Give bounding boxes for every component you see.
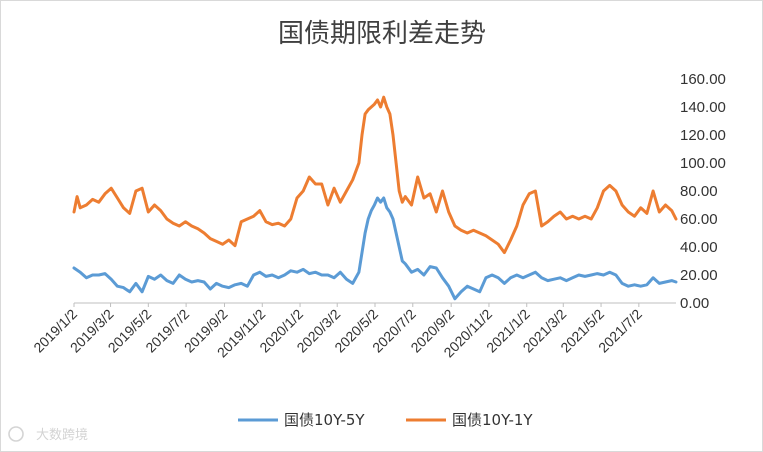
y-tick-label: 140.00 [680, 99, 726, 116]
y-tick-label: 20.00 [680, 267, 718, 284]
series-line-2 [72, 95, 678, 255]
y-tick-label: 80.00 [680, 183, 718, 200]
watermark: 大数跨境 [8, 426, 88, 443]
y-tick-label: 60.00 [680, 211, 718, 228]
y-tick-label: 100.00 [680, 155, 726, 172]
legend-label-2: 国债10Y-1Y [452, 411, 533, 429]
y-axis-ticks: 0.00 20.00 40.00 60.00 80.00 100.00 120.00 140.… [680, 71, 726, 312]
x-axis-ticks: 2019/1/22019/3/22019/5/22019/7/22019/9/2… [30, 303, 645, 360]
y-tick-label: 160.00 [680, 71, 726, 88]
series-line-1 [72, 196, 678, 301]
legend: 国债10Y-5Y 国债10Y-1Y [238, 411, 533, 429]
series-layer [72, 95, 678, 301]
legend-label-1: 国债10Y-5Y [284, 411, 365, 429]
y-tick-label: 0.00 [680, 295, 709, 312]
watermark-text: 大数跨境 [36, 428, 88, 443]
chart-title: 国债期限利差走势 [278, 19, 486, 49]
y-tick-label: 120.00 [680, 127, 726, 144]
y-tick-label: 40.00 [680, 239, 718, 256]
watermark-logo-icon [8, 426, 24, 442]
